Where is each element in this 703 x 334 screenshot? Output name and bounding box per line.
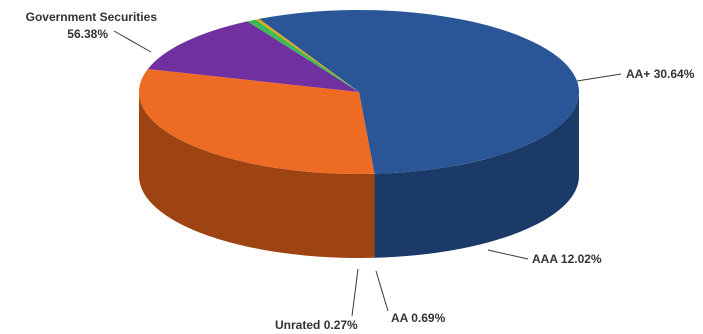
pie-side-aa-plus: [139, 92, 375, 258]
pie-slice-aa-plus: [139, 69, 375, 174]
leader-line-aaa: [487, 249, 529, 260]
leader-line-aa: [375, 270, 389, 312]
pie-sides: [139, 92, 579, 258]
label-aa-plus: AA+ 30.64%: [626, 67, 695, 81]
pie-slice-aa: [247, 19, 359, 93]
pie-slice-government-securities: [259, 9, 579, 174]
pie-slice-aaa: [147, 21, 359, 92]
label-aa: AA 0.69%: [391, 311, 446, 325]
leader-line-unrated: [351, 268, 359, 317]
leader-line-aa-plus: [576, 73, 622, 82]
pie-slice-unrated: [255, 18, 359, 92]
pie-side-government-securities: [374, 92, 579, 258]
label-government-securities: Government Securities: [26, 10, 158, 24]
label-unrated: Unrated 0.27%: [275, 318, 358, 332]
label-government-securities-percent: 56.38%: [67, 27, 108, 41]
pie-tops: [139, 9, 579, 174]
leader-line-government-securities: [113, 30, 152, 53]
label-aaa: AAA 12.02%: [532, 252, 602, 266]
